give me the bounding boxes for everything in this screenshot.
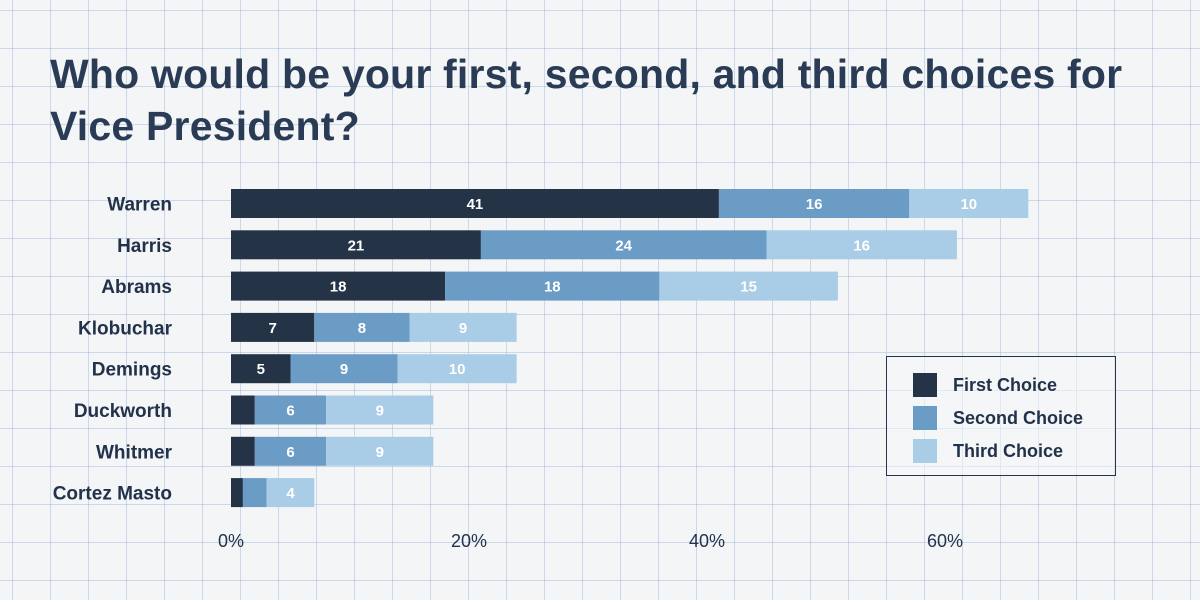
data-label: 15 xyxy=(740,279,757,296)
legend-item-third: Third Choice xyxy=(913,439,1063,463)
bar-segment xyxy=(480,230,767,260)
data-label: 18 xyxy=(544,279,561,296)
data-label: 16 xyxy=(853,237,870,254)
category-label: Cortez Masto xyxy=(53,484,172,505)
data-label: 6 xyxy=(286,403,294,420)
category-label: Duckworth xyxy=(74,401,172,422)
x-tick-label: 0% xyxy=(218,531,244,551)
bar-segment xyxy=(397,354,517,384)
category-label: Demings xyxy=(92,360,172,381)
data-label: 8 xyxy=(358,320,366,337)
bar-segment xyxy=(659,271,838,301)
bar-segment xyxy=(231,230,481,260)
category-label: Warren xyxy=(107,195,172,216)
legend-label-third: Third Choice xyxy=(953,440,1064,461)
bar-segment xyxy=(766,230,957,260)
data-label: 9 xyxy=(459,320,467,337)
bar-segment xyxy=(231,354,291,384)
x-tick-label: 40% xyxy=(689,531,725,551)
bar-segment xyxy=(231,312,315,342)
bar-segment xyxy=(254,436,327,466)
legend-swatch-first xyxy=(913,373,937,397)
bar-segment xyxy=(254,395,327,425)
bar-segment xyxy=(231,436,255,466)
data-label: 10 xyxy=(449,361,466,378)
category-label: Klobuchar xyxy=(78,318,173,339)
data-label: 9 xyxy=(376,403,384,420)
legend-swatch-second xyxy=(913,406,937,430)
bar-segment xyxy=(290,354,398,384)
data-label: 9 xyxy=(376,444,384,461)
legend-label-second: Second Choice xyxy=(953,407,1084,428)
legend-swatch-third xyxy=(913,439,937,463)
bar-segment xyxy=(231,395,255,425)
bar-segment xyxy=(242,478,267,508)
bar-segment xyxy=(326,395,434,425)
bar-segment xyxy=(718,189,910,218)
data-label: 5 xyxy=(257,361,265,378)
bar-segment xyxy=(909,189,1029,218)
category-label: Abrams xyxy=(101,277,172,298)
bar-segment xyxy=(314,312,410,342)
bar-segment xyxy=(231,189,719,218)
x-tick-label: 20% xyxy=(451,531,487,551)
legend-label-first: First Choice xyxy=(953,374,1058,395)
data-label: 9 xyxy=(340,361,348,378)
legend-item-first: First Choice xyxy=(913,373,1057,397)
x-tick-label: 60% xyxy=(927,531,963,551)
data-label: 41 xyxy=(467,196,484,213)
bar-segment xyxy=(445,271,660,301)
data-label: 7 xyxy=(268,320,276,337)
bar-segment xyxy=(231,271,446,301)
data-label: 6 xyxy=(286,444,294,461)
data-label: 18 xyxy=(330,279,347,296)
bar-segment xyxy=(326,436,434,466)
legend: First Choice Second Choice Third Choice xyxy=(886,356,1116,476)
bar-segment xyxy=(231,478,243,508)
legend-item-second: Second Choice xyxy=(913,406,1083,430)
category-label: Harris xyxy=(117,236,172,257)
category-label: Whitmer xyxy=(96,442,173,463)
data-label: 4 xyxy=(286,485,295,502)
bar-segment xyxy=(266,478,315,508)
bar-segment xyxy=(409,312,517,342)
data-label: 21 xyxy=(348,237,365,254)
chart-title: Who would be your first, second, and thi… xyxy=(50,51,1123,149)
data-label: 16 xyxy=(806,196,823,213)
data-label: 24 xyxy=(615,237,632,254)
data-label: 10 xyxy=(960,196,977,213)
